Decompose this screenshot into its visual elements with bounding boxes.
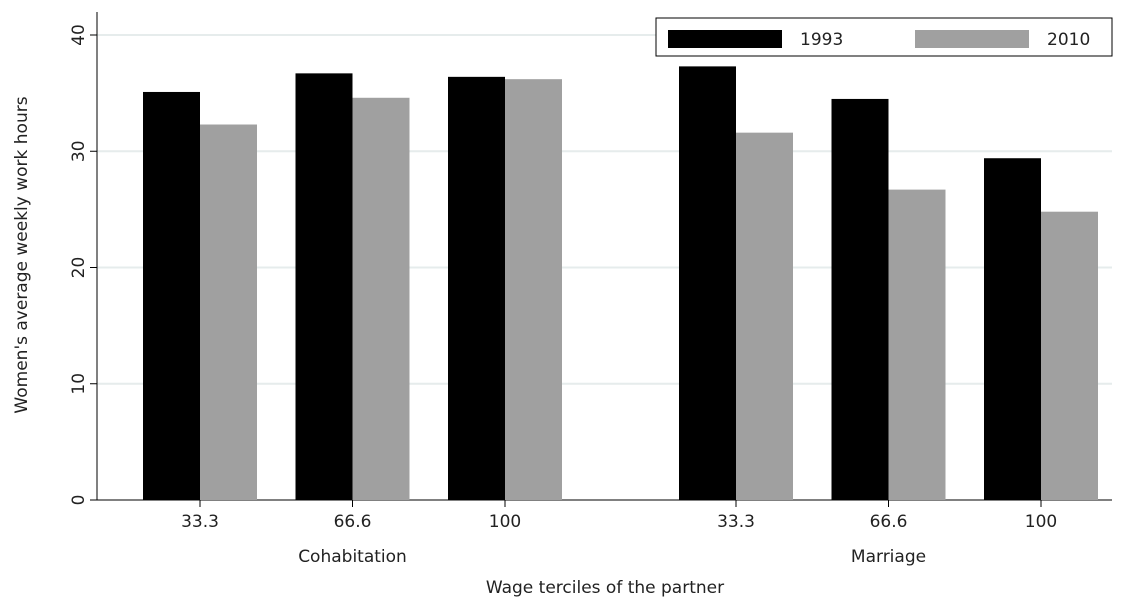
x-tick-label: 100 [489, 512, 521, 532]
bar [831, 98, 889, 500]
y-tick-label: 40 [69, 24, 89, 46]
legend-swatch [915, 30, 1029, 48]
x-tick-label: 66.6 [334, 512, 372, 532]
group-label: Cohabitation [298, 547, 407, 567]
x-tick-label: 33.3 [717, 512, 755, 532]
bar [1041, 211, 1098, 500]
x-tick-label: 33.3 [181, 512, 219, 532]
bar [295, 73, 353, 501]
bar [352, 97, 410, 501]
legend-label: 1993 [800, 30, 843, 50]
bar [736, 132, 793, 500]
y-tick-label: 20 [69, 257, 89, 279]
y-tick-label: 30 [69, 140, 89, 162]
y-axis-title: Women's average weekly work hours [12, 96, 32, 413]
x-axis-title: Wage terciles of the partner [486, 578, 724, 598]
x-tick-label: 100 [1025, 512, 1057, 532]
group-label: Marriage [851, 547, 926, 567]
x-tick-label: 66.6 [870, 512, 908, 532]
legend-swatch [668, 30, 782, 48]
legend-label: 2010 [1047, 30, 1090, 50]
bar [448, 76, 505, 500]
bar [679, 66, 736, 500]
y-tick-label: 0 [69, 495, 89, 506]
bar [984, 158, 1041, 500]
bar [200, 124, 257, 500]
bar [888, 189, 946, 501]
bar [143, 91, 200, 501]
y-tick-label: 10 [69, 373, 89, 395]
bar [505, 79, 562, 501]
